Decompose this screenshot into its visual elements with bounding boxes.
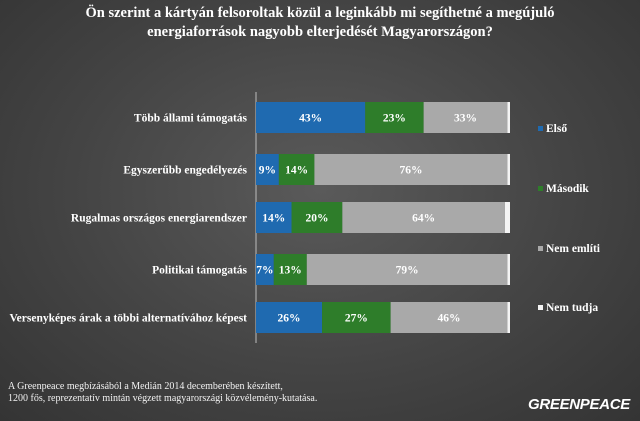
category-label: Politikai támogatás xyxy=(152,265,247,277)
data-label: 64% xyxy=(412,213,435,225)
data-label: 33% xyxy=(454,113,477,125)
legend-swatch xyxy=(538,126,543,131)
data-label: 20% xyxy=(305,213,328,225)
data-label: 26% xyxy=(278,313,301,325)
data-label: 9% xyxy=(259,165,276,177)
bar-segment-nem-tudja xyxy=(507,154,510,185)
legend-swatch xyxy=(538,246,543,251)
source-footnote: A Greenpeace megbízásából a Medián 2014 … xyxy=(8,381,428,405)
data-label: 23% xyxy=(383,113,406,125)
bar-segment-masodik xyxy=(291,202,343,233)
bar-segment-nem-tudja xyxy=(507,254,510,285)
chart-title-line-1: Ön szerint a kártyán felsoroltak közül a… xyxy=(85,5,555,21)
bar-segment-masodik xyxy=(322,302,391,333)
chart-title-line-2: energiaforrások nagyobb elterjedését Mag… xyxy=(147,24,493,40)
bar-segment-nem-tudja xyxy=(507,302,510,333)
data-label: 7% xyxy=(256,265,273,277)
bar-segment-elso xyxy=(256,102,366,133)
data-label: 13% xyxy=(279,265,302,277)
legend-label: Első xyxy=(546,123,567,135)
greenpeace-logo: GREENPEACE xyxy=(527,396,630,413)
bar-segment-nem-emliti xyxy=(314,154,508,185)
data-label: 46% xyxy=(438,313,461,325)
category-label: Egyszerűbb engedélyezés xyxy=(123,165,247,177)
category-label: Versenyképes árak a többi alternatívához… xyxy=(9,313,247,325)
legend-swatch xyxy=(538,305,543,310)
legend-label: Második xyxy=(546,183,589,195)
category-label: Rugalmas országos energiarendszer xyxy=(71,213,247,225)
chart-title: Ön szerint a kártyán felsoroltak közül a… xyxy=(20,4,620,42)
bar-segment-masodik xyxy=(365,102,424,133)
bar-segment-masodik xyxy=(278,154,315,185)
data-label: 14% xyxy=(262,213,285,225)
bar-segment-masodik xyxy=(273,254,307,285)
bar-segment-nem-tudja xyxy=(504,202,510,233)
legend-swatch xyxy=(538,186,543,191)
bar-segment-elso xyxy=(256,202,292,233)
bar-segment-elso xyxy=(256,154,279,185)
bar-segment-nem-emliti xyxy=(423,102,508,133)
footnote-line-2: 1200 fős, reprezentatív mintán végzett m… xyxy=(8,393,318,404)
data-label: 14% xyxy=(285,165,308,177)
category-label: Több állami támogatás xyxy=(134,113,248,125)
data-label: 79% xyxy=(396,265,419,277)
legend-label: Nem említi xyxy=(546,243,601,255)
bar-segment-nem-emliti xyxy=(342,202,505,233)
bar-segment-nem-emliti xyxy=(306,254,508,285)
bar-segment-nem-emliti xyxy=(390,302,508,333)
legend-label: Nem tudja xyxy=(546,302,598,314)
data-label: 76% xyxy=(399,165,422,177)
data-label: 27% xyxy=(345,313,368,325)
data-label: 43% xyxy=(299,113,322,125)
bar-segment-elso xyxy=(256,254,274,285)
bar-segment-nem-tudja xyxy=(507,102,510,133)
footnote-line-1: A Greenpeace megbízásából a Medián 2014 … xyxy=(8,381,283,392)
bar-segment-elso xyxy=(256,302,323,333)
